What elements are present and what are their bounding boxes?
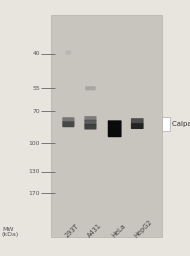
- Text: 293T: 293T: [64, 223, 80, 239]
- Text: 170: 170: [28, 191, 40, 196]
- Text: 130: 130: [28, 169, 40, 174]
- FancyBboxPatch shape: [108, 120, 122, 137]
- Text: A431: A431: [86, 222, 102, 239]
- FancyBboxPatch shape: [131, 123, 144, 129]
- FancyBboxPatch shape: [84, 116, 97, 121]
- FancyBboxPatch shape: [66, 50, 71, 55]
- Text: Calpain 1: Calpain 1: [172, 121, 190, 127]
- FancyBboxPatch shape: [84, 124, 97, 130]
- Bar: [51, 15, 162, 237]
- Text: 40: 40: [32, 51, 40, 56]
- FancyBboxPatch shape: [131, 118, 144, 123]
- FancyBboxPatch shape: [62, 117, 74, 122]
- Text: 70: 70: [32, 109, 40, 114]
- Text: MW
(kDa): MW (kDa): [2, 227, 19, 237]
- Text: HepG2: HepG2: [133, 219, 153, 239]
- Text: 55: 55: [32, 86, 40, 91]
- FancyBboxPatch shape: [85, 86, 96, 90]
- FancyBboxPatch shape: [84, 120, 97, 125]
- Text: 100: 100: [28, 141, 40, 146]
- Text: HeLa: HeLa: [110, 223, 127, 239]
- Bar: [162, 117, 170, 131]
- FancyBboxPatch shape: [62, 121, 74, 127]
